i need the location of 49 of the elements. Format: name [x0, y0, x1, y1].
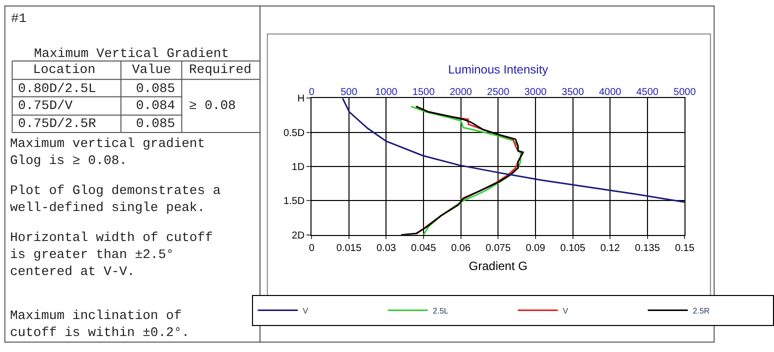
x-tick-label: 0.105 [560, 242, 586, 254]
legend-label: V [302, 306, 309, 316]
text: #1 [11, 11, 27, 26]
x-tick-label: 0.015 [336, 242, 362, 254]
text: Location [33, 62, 96, 77]
text: Value [132, 62, 172, 77]
y-tick-label: 1.5D [283, 196, 305, 208]
x2-tick-label: 3500 [562, 87, 584, 98]
y-tick-label: H [297, 94, 305, 105]
x-tick-label: 0.135 [634, 242, 660, 254]
text: Maximum Vertical Gradient [34, 46, 230, 61]
x-tick-label: 0 [308, 242, 315, 254]
text: 0.80D/2.5L [18, 81, 96, 96]
x2-axis-title: Luminous Intensity [448, 62, 548, 77]
text: 0.75D/2.5R [18, 116, 96, 131]
x-tick-label: 0.075 [486, 242, 512, 254]
x2-tick-label: 4500 [636, 87, 659, 98]
x2-tick-label: 0 [308, 87, 315, 98]
text: 0.085 [136, 116, 176, 131]
x-tick-label: 0.15 [674, 242, 695, 254]
x-axis-title: Gradient G [468, 258, 528, 273]
text: Maximum inclination of cutoff is within ±0.2°. [10, 308, 190, 340]
x2-tick-label: 2500 [487, 87, 510, 98]
text: Required [189, 62, 252, 77]
text: Plot of Glog demonstrates a well-defined single peak. [10, 183, 221, 215]
text: ≥ 0.08 [189, 98, 236, 113]
legend-label: V [562, 306, 569, 316]
text: 0.75D/V [18, 98, 73, 113]
x-tick-label: 0.03 [376, 242, 396, 254]
x2-tick-label: 1000 [375, 87, 398, 98]
legend-label: 2.5L [432, 306, 449, 316]
text: 0.084 [136, 98, 176, 113]
text: Maximum vertical gradient Glog is ≥ 0.08. [10, 136, 206, 168]
x-tick-label: 0.12 [600, 242, 620, 254]
x2-tick-label: 1500 [412, 87, 436, 98]
y-tick-label: 2D [292, 230, 305, 242]
x2-tick-label: 500 [340, 87, 358, 98]
x2-tick-label: 5000 [674, 87, 696, 98]
x-tick-label: 0.045 [411, 242, 436, 254]
x2-tick-label: 2000 [450, 87, 472, 98]
legend-label: 2.5R [692, 306, 710, 316]
x-tick-label: 0.09 [526, 242, 546, 254]
x2-tick-label: 3000 [524, 87, 548, 98]
y-tick-label: 0.5D [283, 128, 305, 139]
x2-tick-label: 4000 [598, 87, 622, 98]
text: 0.085 [136, 81, 176, 96]
y-tick-label: 1D [292, 162, 305, 174]
text: Horizontal width of cutoff is greater than ±2.5° centered at V-V. [10, 230, 213, 279]
x-tick-label: 0.06 [451, 242, 471, 254]
